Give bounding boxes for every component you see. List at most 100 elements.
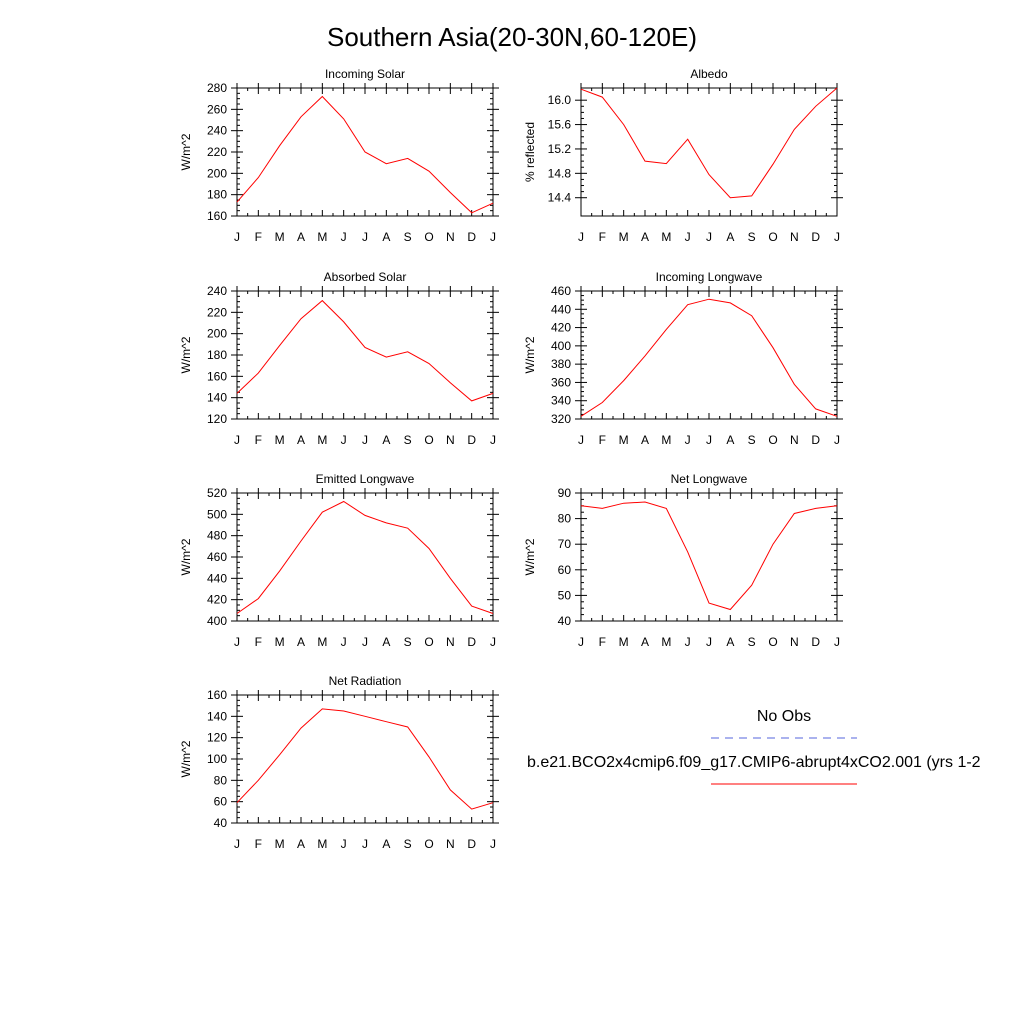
x-tick-label: F <box>255 433 262 447</box>
x-tick-label: J <box>706 433 712 447</box>
y-tick-label: 420 <box>207 593 227 607</box>
x-tick-label: M <box>275 230 285 244</box>
x-tick-label: M <box>317 837 327 851</box>
panel-title: Incoming Longwave <box>656 270 763 284</box>
x-tick-label: N <box>446 433 455 447</box>
x-tick-label: A <box>297 837 305 851</box>
panel-title: Absorbed Solar <box>324 270 407 284</box>
x-tick-label: O <box>768 230 777 244</box>
x-tick-label: A <box>641 433 649 447</box>
x-tick-label: J <box>706 230 712 244</box>
plot-frame <box>236 492 494 622</box>
panel-title: Net Radiation <box>329 674 402 688</box>
series-line <box>580 298 838 417</box>
y-tick-label: 90 <box>558 486 572 500</box>
series-line <box>580 501 838 611</box>
x-tick-label: A <box>726 433 734 447</box>
y-tick-label: 180 <box>207 188 227 202</box>
y-tick-label: 15.2 <box>548 142 572 156</box>
y-tick-label: 360 <box>551 375 571 389</box>
panel-title: Net Longwave <box>671 472 748 486</box>
x-tick-label: N <box>790 635 799 649</box>
y-axis-label: W/m^2 <box>179 133 193 170</box>
x-tick-label: O <box>768 433 777 447</box>
x-tick-label: J <box>490 230 496 244</box>
legend-obs-label: No Obs <box>757 708 811 725</box>
panel-title: Albedo <box>690 67 728 81</box>
x-tick-label: F <box>255 635 262 649</box>
x-tick-label: M <box>619 433 629 447</box>
x-tick-label: A <box>382 433 390 447</box>
y-tick-label: 160 <box>207 369 227 383</box>
x-tick-label: N <box>446 837 455 851</box>
x-tick-label: J <box>362 433 368 447</box>
x-tick-label: A <box>726 230 734 244</box>
y-axis-label: W/m^2 <box>179 336 193 373</box>
y-tick-label: 140 <box>207 709 227 723</box>
x-tick-label: O <box>424 837 433 851</box>
series-line <box>236 500 494 614</box>
y-tick-label: 280 <box>207 81 227 95</box>
x-tick-label: M <box>317 230 327 244</box>
x-tick-label: J <box>362 635 368 649</box>
y-tick-label: 70 <box>558 537 572 551</box>
y-tick-label: 220 <box>207 305 227 319</box>
y-tick-label: 240 <box>207 124 227 138</box>
y-tick-label: 60 <box>214 795 228 809</box>
y-tick-label: 260 <box>207 102 227 116</box>
x-tick-label: D <box>467 837 476 851</box>
x-tick-label: J <box>234 230 240 244</box>
y-tick-label: 80 <box>558 512 572 526</box>
series-line <box>236 708 494 810</box>
x-tick-label: J <box>362 837 368 851</box>
x-tick-label: F <box>255 230 262 244</box>
y-tick-label: 15.6 <box>548 118 572 132</box>
y-tick-label: 14.4 <box>548 191 572 205</box>
series-line <box>236 95 494 214</box>
x-tick-label: J <box>341 635 347 649</box>
x-tick-label: D <box>811 635 820 649</box>
y-tick-label: 80 <box>214 773 228 787</box>
y-axis-label: W/m^2 <box>523 336 537 373</box>
x-tick-label: S <box>404 635 412 649</box>
x-tick-label: M <box>661 230 671 244</box>
plot-frame <box>236 694 494 824</box>
y-tick-label: 100 <box>207 752 227 766</box>
y-tick-label: 460 <box>207 550 227 564</box>
x-tick-label: A <box>641 635 649 649</box>
x-tick-label: J <box>490 837 496 851</box>
x-tick-label: J <box>362 230 368 244</box>
x-tick-label: J <box>234 635 240 649</box>
x-tick-label: S <box>404 433 412 447</box>
plot-frame <box>236 290 494 420</box>
x-tick-label: J <box>234 837 240 851</box>
x-tick-label: S <box>404 837 412 851</box>
x-tick-label: J <box>578 230 584 244</box>
x-tick-label: D <box>467 635 476 649</box>
x-tick-label: A <box>297 433 305 447</box>
y-tick-label: 16.0 <box>548 93 572 107</box>
x-tick-label: A <box>726 635 734 649</box>
y-tick-label: 40 <box>214 816 228 830</box>
x-tick-label: J <box>234 433 240 447</box>
x-tick-label: M <box>275 433 285 447</box>
x-tick-label: M <box>661 635 671 649</box>
y-tick-label: 120 <box>207 731 227 745</box>
x-tick-label: M <box>275 837 285 851</box>
x-tick-label: A <box>297 635 305 649</box>
y-axis-label: % reflected <box>523 122 537 182</box>
y-tick-label: 440 <box>207 571 227 585</box>
x-tick-label: A <box>382 230 390 244</box>
y-tick-label: 200 <box>207 327 227 341</box>
y-tick-label: 500 <box>207 507 227 521</box>
x-tick-label: A <box>297 230 305 244</box>
y-tick-label: 60 <box>558 563 572 577</box>
series-line <box>580 87 838 199</box>
legend: No Obs b.e21.BCO2x4cmip6.f09_g17.CMIP6-a… <box>527 708 981 785</box>
x-tick-label: S <box>404 230 412 244</box>
y-tick-label: 220 <box>207 145 227 159</box>
y-tick-label: 420 <box>551 321 571 335</box>
x-tick-label: M <box>317 433 327 447</box>
